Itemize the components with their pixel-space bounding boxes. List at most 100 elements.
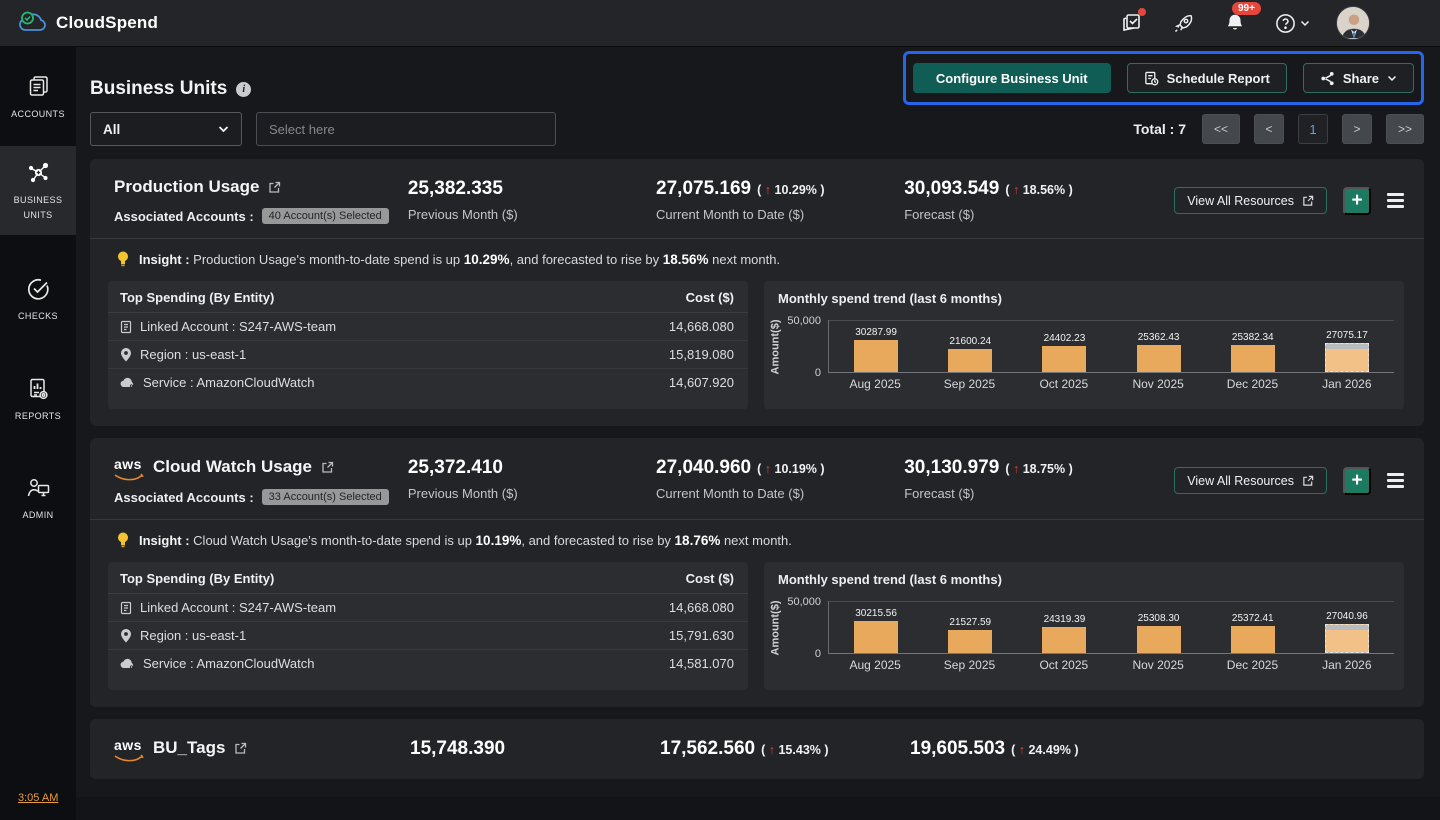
bell-icon[interactable]: 99+ xyxy=(1222,2,1261,36)
card-menu-icon[interactable] xyxy=(1387,193,1404,208)
chart-bar xyxy=(948,349,993,372)
card-menu-icon[interactable] xyxy=(1387,473,1404,488)
page-title: Business Units xyxy=(90,78,228,99)
sidebar-item-business-units[interactable]: BUSINESS UNITS xyxy=(0,146,76,236)
checks-icon xyxy=(27,279,49,300)
filter-dropdown[interactable]: All xyxy=(90,112,242,146)
info-icon[interactable]: i xyxy=(236,81,252,97)
associated-accounts-label: Associated Accounts : xyxy=(114,208,254,224)
forecast-metric: 30,093.549 ( ↑ 18.56% ) Forecast ($) xyxy=(904,178,1073,222)
schedule-report-icon xyxy=(1144,71,1159,85)
pagination-first-button[interactable]: << xyxy=(1202,114,1240,144)
chart-month-label: Dec 2025 xyxy=(1226,377,1279,391)
forecast-metric: 30,130.979 ( ↑ 18.75% ) Forecast ($) xyxy=(904,457,1073,501)
chart-title: Monthly spend trend (last 6 months) xyxy=(778,572,1002,587)
up-arrow-icon: ↑ xyxy=(1018,743,1025,757)
share-icon xyxy=(1321,71,1334,85)
top-spending-panel: Top Spending (By Entity) Cost ($) Linked… xyxy=(108,562,748,690)
cost-header: Cost ($) xyxy=(685,290,734,305)
bar-value-label: 24319.39 xyxy=(1043,614,1086,625)
bar-value-label: 25372.41 xyxy=(1231,613,1274,624)
view-all-resources-button[interactable]: View All Resources xyxy=(1174,187,1327,214)
current-month-metric: 17,562.560 ( ↑ 15.43% ) xyxy=(660,738,829,759)
business-unit-name[interactable]: Production Usage xyxy=(114,177,260,196)
top-spending-row: Linked Account : S247-AWS-team 14,668.08… xyxy=(108,313,748,341)
view-all-resources-button[interactable]: View All Resources xyxy=(1174,467,1327,494)
chart-bar-slot: 27040.96 xyxy=(1300,601,1394,653)
rocket-icon[interactable] xyxy=(1170,10,1196,36)
chart-bar-current-month xyxy=(1324,624,1369,653)
accounts-selected-badge: 40 Account(s) Selected xyxy=(261,208,389,224)
chart-bar-slot: 25362.43 xyxy=(1112,320,1206,372)
y-tick-max: 50,000 xyxy=(787,596,821,608)
y-tick-max: 50,000 xyxy=(787,315,821,327)
accounts-icon xyxy=(29,76,48,96)
chart-bar xyxy=(948,630,993,653)
external-link-icon[interactable] xyxy=(321,461,334,474)
y-tick-zero: 0 xyxy=(814,648,821,660)
top-spending-row: Region : us-east-1 15,819.080 xyxy=(108,341,748,369)
sidebar-item-accounts[interactable]: ACCOUNTS xyxy=(0,61,76,134)
bar-value-label: 24402.23 xyxy=(1043,333,1086,344)
tasks-icon[interactable] xyxy=(1118,8,1146,36)
external-link-icon[interactable] xyxy=(234,742,247,755)
external-link-icon xyxy=(1303,475,1314,486)
previous-month-metric: 25,382.335 Previous Month ($) xyxy=(407,178,518,222)
total-count-label: Total : 7 xyxy=(1133,121,1186,137)
business-unit-name[interactable]: Cloud Watch Usage xyxy=(153,457,312,476)
chart-bar xyxy=(854,621,899,653)
sidebar-item-label: REPORTS xyxy=(14,410,62,421)
pagination-last-button[interactable]: >> xyxy=(1386,114,1424,144)
business-unit-search-input[interactable] xyxy=(256,112,556,146)
insight-row: Insight : Production Usage's month-to-da… xyxy=(90,239,1424,277)
sidebar-item-reports[interactable]: REPORTS xyxy=(0,363,76,436)
aws-logo-icon: aws xyxy=(114,737,144,762)
last-refresh-time-link[interactable]: 3:05 AM xyxy=(18,792,59,804)
chart-bar-slot: 21527.59 xyxy=(923,601,1017,653)
bar-value-label: 27075.17 xyxy=(1326,330,1368,341)
help-menu[interactable] xyxy=(1274,10,1310,36)
top-spending-row: Service : AmazonCloudWatch 14,607.920 xyxy=(108,369,748,396)
sidebar-item-admin[interactable]: ADMIN xyxy=(0,462,76,535)
pagination-prev-button[interactable]: < xyxy=(1254,114,1284,144)
pagination-next-button[interactable]: > xyxy=(1342,114,1372,144)
chart-bar-slot: 25382.34 xyxy=(1206,320,1300,372)
bar-value-label: 25382.34 xyxy=(1231,332,1274,343)
chart-bar-slot: 24402.23 xyxy=(1017,320,1111,372)
bar-value-label: 21527.59 xyxy=(949,617,992,628)
up-arrow-icon: ↑ xyxy=(768,743,775,757)
bar-value-label: 30215.56 xyxy=(855,608,897,619)
bar-value-label: 30287.99 xyxy=(855,327,897,338)
region-icon xyxy=(121,348,131,362)
current-month-metric: 27,040.960 ( ↑ 10.19% ) Current Month to… xyxy=(656,457,825,501)
apps-grid-icon[interactable] xyxy=(1396,10,1422,36)
chart-month-label: Dec 2025 xyxy=(1226,658,1279,672)
add-button[interactable]: + xyxy=(1343,466,1371,495)
sidebar-item-label: BUSINESS UNITS xyxy=(13,195,63,220)
x-axis-labels: Aug 2025 Sep 2025 Oct 2025 Nov 2025 Dec 2025… xyxy=(828,377,1404,391)
configure-business-unit-button[interactable]: Configure Business Unit xyxy=(912,63,1111,93)
forecast-metric: 19,605.503 ( ↑ 24.49% ) xyxy=(910,738,1079,759)
top-spending-panel: Top Spending (By Entity) Cost ($) Linked… xyxy=(108,281,748,409)
pagination-current-page[interactable]: 1 xyxy=(1298,114,1328,144)
service-icon xyxy=(120,377,134,388)
business-unit-card-bu-tags: aws BU_Tags xyxy=(90,719,1424,779)
sidebar: ACCOUNTS BUSINESS UNITS CHECKS xyxy=(0,47,76,820)
cloudspend-logo-icon xyxy=(18,10,48,36)
monthly-spend-trend-panel: Monthly spend trend (last 6 months) Amou… xyxy=(764,562,1404,690)
chart-bar-slot: 21600.24 xyxy=(923,320,1017,372)
schedule-report-button[interactable]: Schedule Report xyxy=(1126,63,1287,93)
add-button[interactable]: + xyxy=(1343,186,1371,215)
chart-month-label: Oct 2025 xyxy=(1039,658,1089,672)
accounts-selected-badge: 33 Account(s) Selected xyxy=(261,489,389,505)
sidebar-item-checks[interactable]: CHECKS xyxy=(0,263,76,336)
external-link-icon[interactable] xyxy=(268,181,281,194)
business-unit-name[interactable]: BU_Tags xyxy=(153,738,226,757)
user-avatar[interactable] xyxy=(1336,6,1370,40)
business-unit-card-cloud-watch-usage: aws Cloud Watch Usage Associate xyxy=(90,438,1424,707)
bar-chart: 30215.56 21527.59 24319.39 25308.30 25372.41… xyxy=(828,601,1394,654)
share-button[interactable]: Share xyxy=(1302,63,1414,93)
chart-bar xyxy=(1230,345,1275,372)
external-link-icon xyxy=(1303,195,1314,206)
chart-month-label: Aug 2025 xyxy=(849,658,901,672)
